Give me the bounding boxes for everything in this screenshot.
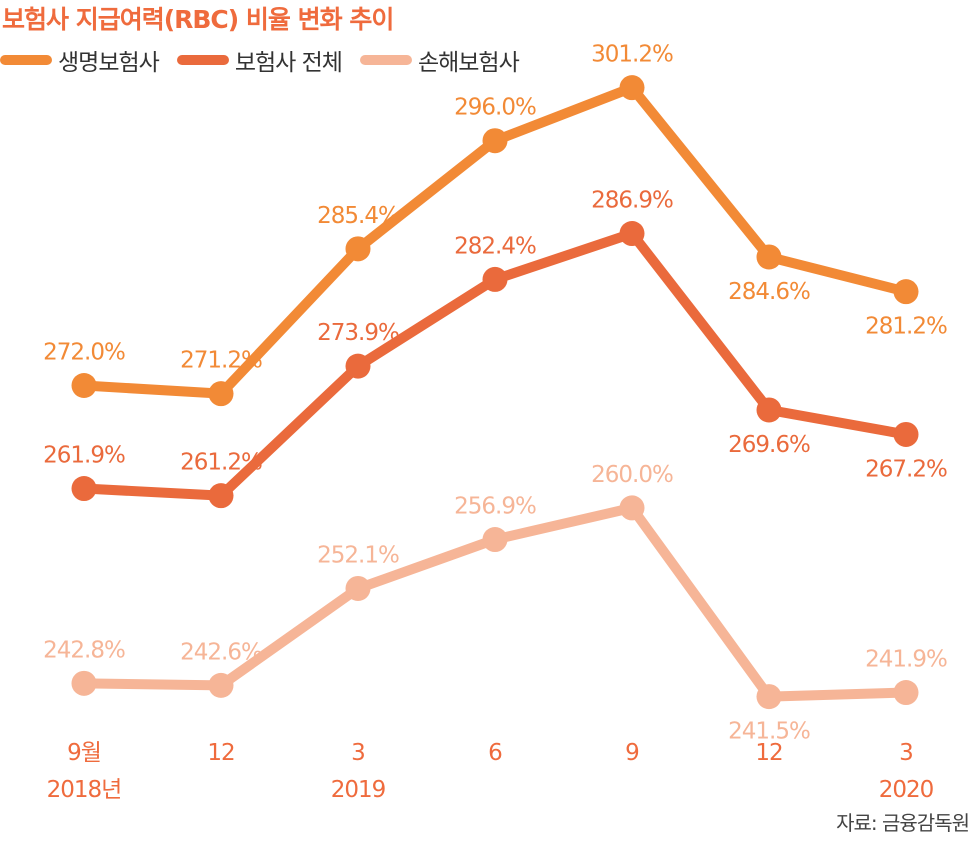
legend-swatch-life xyxy=(0,55,52,65)
data-label-nonlife: 256.9% xyxy=(454,494,536,520)
data-point-nonlife xyxy=(893,680,919,706)
data-label-nonlife: 260.0% xyxy=(591,462,673,488)
x-tick-label: 12 xyxy=(207,740,234,766)
data-point-total xyxy=(756,397,782,423)
legend-item-nonlife: 손해보험사 xyxy=(359,43,520,77)
data-label-nonlife: 242.6% xyxy=(180,639,262,665)
data-label-life: 285.4% xyxy=(317,203,399,229)
legend-swatch-nonlife xyxy=(359,55,412,65)
data-label-life: 281.2% xyxy=(865,314,947,340)
data-label-nonlife: 241.9% xyxy=(865,647,947,673)
data-label-total: 267.2% xyxy=(865,456,947,482)
data-point-nonlife xyxy=(756,684,782,710)
data-label-total: 261.9% xyxy=(43,443,125,469)
data-point-total xyxy=(345,353,371,379)
data-point-life xyxy=(482,128,508,154)
data-label-life: 284.6% xyxy=(728,279,810,305)
data-label-life: 301.2% xyxy=(591,42,673,68)
x-tick-label: 3 xyxy=(351,740,365,766)
legend-label-nonlife: 손해보험사 xyxy=(417,50,520,76)
x-tick-label: 6 xyxy=(488,740,502,766)
data-point-total xyxy=(893,421,919,447)
legend-label-total: 보험사 전체 xyxy=(234,50,343,76)
data-label-total: 261.2% xyxy=(180,450,262,476)
data-label-nonlife: 242.8% xyxy=(43,637,125,663)
x-tick-label: 3 xyxy=(899,740,913,766)
x-tick-label: 9 xyxy=(625,740,639,766)
legend-swatch-total xyxy=(176,55,229,65)
data-label-nonlife: 252.1% xyxy=(317,542,399,568)
data-point-total xyxy=(208,483,234,509)
x-tick-year-label: 2019 xyxy=(331,777,386,803)
data-point-nonlife xyxy=(208,672,234,698)
data-point-life xyxy=(893,279,919,305)
data-point-nonlife xyxy=(71,670,97,696)
data-point-life xyxy=(71,373,97,398)
data-point-nonlife xyxy=(345,575,371,601)
x-tick-year-label: 2020 xyxy=(879,777,934,803)
data-point-nonlife xyxy=(482,527,508,553)
x-tick-label: 12 xyxy=(755,740,782,766)
data-label-total: 282.4% xyxy=(454,233,536,259)
legend: 생명보험사 보험사 전체 손해보험사 xyxy=(0,43,537,77)
data-point-life xyxy=(619,75,645,101)
data-label-nonlife: 241.5% xyxy=(728,719,810,745)
data-label-life: 296.0% xyxy=(454,95,536,121)
data-point-total xyxy=(482,266,508,292)
data-point-life xyxy=(345,236,371,262)
x-tick-label: 9월 xyxy=(67,740,101,766)
legend-item-life: 생명보험사 xyxy=(0,43,160,77)
legend-label-life: 생명보험사 xyxy=(58,50,160,76)
data-point-total xyxy=(71,476,97,502)
x-tick-year-label: 2018년 xyxy=(47,777,122,803)
data-label-life: 272.0% xyxy=(43,340,125,366)
data-point-total xyxy=(619,221,645,247)
data-label-total: 273.9% xyxy=(317,320,399,346)
data-label-life: 271.2% xyxy=(180,348,262,374)
data-point-life xyxy=(208,381,234,407)
data-point-nonlife xyxy=(619,495,645,521)
data-label-total: 269.6% xyxy=(728,432,810,458)
source-note: 자료: 금융감독원 xyxy=(836,811,970,835)
legend-item-total: 보험사 전체 xyxy=(176,43,343,77)
data-label-total: 286.9% xyxy=(591,188,673,214)
data-point-life xyxy=(756,244,782,270)
chart-title: 보험사 지급여력(RBC) 비율 변화 추이 xyxy=(2,5,394,34)
